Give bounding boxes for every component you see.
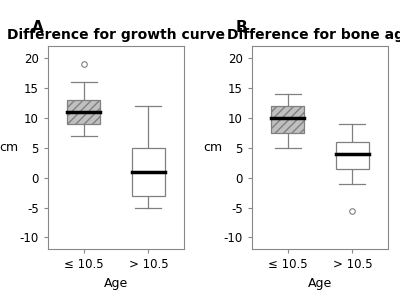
Y-axis label: cm: cm <box>203 142 222 154</box>
Title: Difference for growth curve: Difference for growth curve <box>7 28 225 42</box>
X-axis label: Age: Age <box>308 277 332 290</box>
Bar <box>68 100 100 124</box>
Bar <box>272 106 304 133</box>
Text: A: A <box>32 20 44 35</box>
Y-axis label: cm: cm <box>0 142 18 154</box>
Bar <box>132 148 164 196</box>
X-axis label: Age: Age <box>104 277 128 290</box>
Text: B: B <box>236 20 248 35</box>
Title: Difference for bone age: Difference for bone age <box>227 28 400 42</box>
Bar <box>336 142 368 169</box>
